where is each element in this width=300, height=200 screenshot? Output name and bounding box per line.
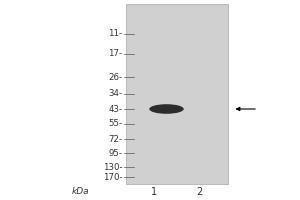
Text: 1: 1 — [152, 187, 158, 197]
Ellipse shape — [149, 104, 184, 114]
Text: 2: 2 — [196, 187, 202, 197]
Text: 26-: 26- — [108, 72, 122, 82]
Text: 34-: 34- — [108, 90, 122, 98]
Text: 130-: 130- — [103, 162, 122, 171]
Text: kDa: kDa — [72, 188, 90, 196]
Text: 11-: 11- — [108, 29, 122, 38]
Text: 170-: 170- — [103, 172, 122, 182]
Text: 55-: 55- — [108, 119, 122, 129]
Text: 17-: 17- — [108, 49, 122, 58]
Bar — [126, 4, 228, 184]
Text: 43-: 43- — [108, 104, 122, 114]
Text: 72-: 72- — [108, 134, 122, 144]
Text: 95-: 95- — [108, 148, 122, 158]
